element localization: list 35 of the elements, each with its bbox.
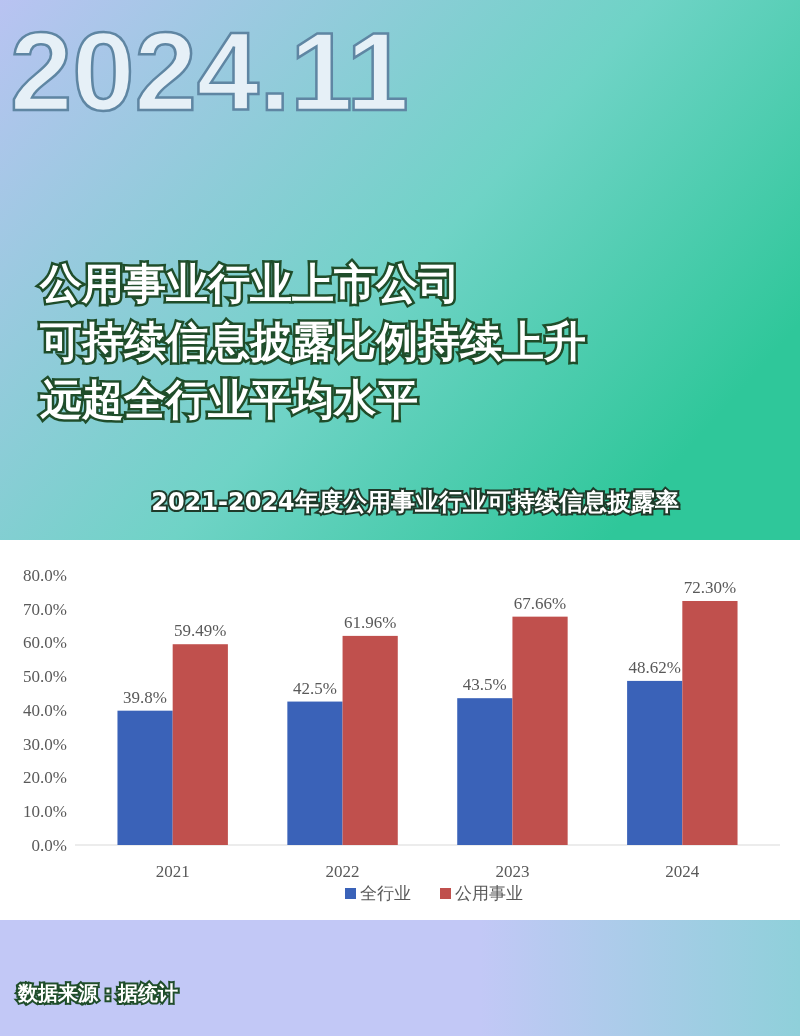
data-label: 43.5% [462, 675, 507, 695]
x-tick-label: 2023 [495, 862, 530, 881]
data-label: 48.62% [628, 657, 681, 677]
legend-label: 公用事业 [455, 883, 523, 903]
data-label: 42.5% [292, 678, 337, 698]
x-tick-label: 2022 [325, 862, 360, 881]
source-note: 数据来源：据统计 [17, 981, 178, 1005]
y-tick-label: 60.0% [23, 633, 67, 653]
legend-label: 全行业 [360, 883, 411, 903]
bar [682, 600, 738, 845]
y-tick-label: 0.0% [31, 835, 67, 855]
y-tick-label: 20.0% [23, 768, 67, 788]
data-label: 59.49% [174, 621, 227, 641]
y-tick-label: 40.0% [23, 700, 67, 720]
bar [627, 680, 683, 845]
bar [117, 710, 173, 845]
bar [342, 635, 398, 845]
y-tick-label: 50.0% [23, 667, 67, 687]
data-label: 72.30% [683, 577, 737, 597]
bar [457, 698, 513, 845]
chart-subtitle: 2021-2024年度公用事业行业可持续信息披露率 [151, 488, 679, 516]
x-tick-label: 2021 [155, 862, 190, 881]
y-tick-label: 30.0% [23, 734, 67, 754]
data-label: 61.96% [343, 612, 397, 632]
y-tick-label: 10.0% [23, 802, 67, 822]
y-tick-label: 80.0% [23, 565, 67, 585]
chart-title: 公用事业行业上市公司可持续信息披露比例持续上升远超全行业平均水平 [39, 259, 586, 424]
bar [287, 701, 343, 845]
bar [512, 616, 568, 845]
x-tick-label: 2024 [665, 862, 700, 881]
data-label: 39.8% [123, 687, 168, 707]
y-tick-label: 70.0% [23, 599, 67, 619]
data-label: 67.66% [513, 593, 567, 613]
text: 2024.11 [10, 9, 409, 134]
bar [172, 644, 228, 845]
